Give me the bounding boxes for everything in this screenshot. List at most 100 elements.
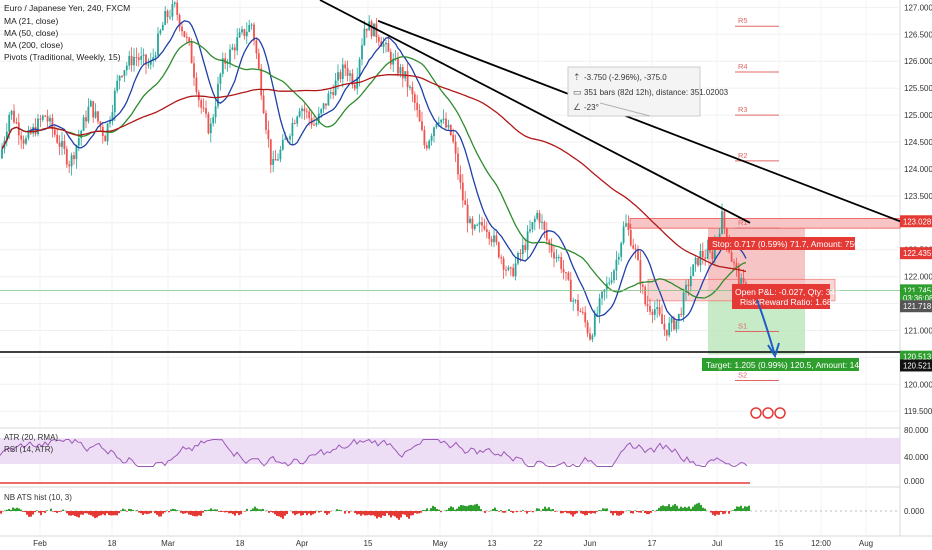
time-tick-2: Mar [161, 539, 175, 548]
hist-bar [552, 509, 554, 511]
hist-bar [82, 511, 84, 515]
ma50-line [1, 41, 747, 299]
event-icon-2[interactable] [762, 407, 774, 419]
candle-body [507, 267, 510, 270]
candle-body [185, 36, 188, 38]
hist-bar [550, 509, 552, 511]
hist-bar [372, 511, 374, 516]
hist-bar [292, 511, 294, 514]
hist-bar [484, 511, 486, 513]
hist-bar [740, 505, 742, 511]
measure-tool-box[interactable]: ⇡ -3.750 (-2.96%), -375.0 ▭ 351 bars (82… [567, 66, 729, 117]
legend-pivots: Pivots (Traditional, Weekly, 15) [4, 52, 121, 62]
candle-body [485, 229, 488, 233]
target-label-bg [702, 358, 859, 371]
candle-body [128, 55, 131, 66]
candle-body [63, 140, 66, 149]
candle-body [305, 111, 308, 113]
hist-bar [644, 511, 646, 514]
price-tick-0: 127.000 [904, 3, 932, 12]
candle-body [123, 70, 126, 77]
candle-body [298, 111, 301, 117]
candle-body [478, 222, 481, 225]
event-icon-1[interactable] [750, 407, 762, 419]
candle-body [68, 164, 71, 167]
candle-body [466, 204, 469, 224]
hist-bar [440, 511, 442, 513]
hist-bar [404, 511, 406, 515]
hist-bar [470, 504, 472, 511]
hist-bar [738, 506, 740, 511]
hist-bar [306, 511, 308, 516]
candle-body [397, 58, 399, 74]
target-label-text: Target: 1.205 (0.99%) 120.5, Amount: 141… [706, 360, 881, 370]
rsi-band [0, 438, 900, 464]
trendline-steep[interactable] [319, 0, 751, 224]
candle-body [687, 284, 690, 287]
candle-body [377, 37, 380, 42]
price-badge-text-0: 123.028 [903, 217, 931, 226]
candle-body [555, 257, 558, 259]
price-badge-text-1: 122.435 [903, 249, 932, 258]
candle-body [531, 222, 534, 230]
candle-body [135, 56, 138, 58]
hist-bar [200, 511, 202, 516]
candle-body [142, 54, 145, 56]
candle-body [533, 218, 536, 223]
hist-bar [746, 506, 748, 511]
candle-body [133, 56, 135, 66]
candle-body [685, 284, 687, 293]
hist-bar [42, 511, 44, 513]
candle-body [577, 300, 579, 312]
candle-body [34, 126, 37, 135]
hist-bar [638, 511, 640, 513]
hist-bar [54, 511, 56, 513]
candle-body [370, 21, 373, 37]
price-badge-text-3: 03:36:08 [903, 294, 932, 303]
hist-bar [710, 511, 712, 513]
price-badge-0 [900, 215, 932, 228]
time-axis[interactable]: Feb 18 Mar 18 Apr 15 May 13 22 Jun 17 Jul 15 12:00 Aug [33, 539, 873, 548]
hist-bar [438, 509, 440, 511]
hist-bar [258, 509, 260, 511]
hist-bar [328, 511, 330, 514]
pivot-label-R4: R4 [738, 62, 748, 71]
candle-body [22, 139, 25, 144]
event-icon-3[interactable] [774, 407, 786, 419]
candle-body [301, 108, 303, 112]
atr-label: ATR (20, RMA) [4, 433, 58, 442]
arrow-head [767, 342, 780, 359]
hist-bar [4, 510, 6, 511]
hist-bar [36, 510, 38, 511]
candle-body [524, 245, 527, 250]
candle-body [77, 138, 80, 146]
candle-body [509, 267, 512, 269]
hist-bar [734, 508, 736, 511]
trendline-shallow[interactable] [377, 20, 901, 223]
hist-bar [454, 509, 456, 511]
candle-body [257, 53, 260, 69]
measure-box-frame [567, 66, 701, 117]
hist-bar [574, 511, 576, 515]
hist-bar [122, 508, 124, 511]
hist-bar [260, 509, 262, 511]
candle-body [349, 73, 351, 76]
time-tick-12: 15 [775, 539, 784, 548]
hist-bar [30, 511, 32, 517]
price-axis[interactable]: 127.000 126.500 126.000 125.500 125.000 124.5… [900, 3, 932, 416]
candle-body [656, 307, 659, 310]
hist-bar [700, 504, 702, 511]
hist-bar [398, 511, 400, 520]
event-icons[interactable] [750, 407, 786, 419]
candle-body [713, 243, 716, 259]
candle-body [737, 267, 740, 285]
candle-body [562, 269, 565, 273]
hist-bar [252, 508, 254, 511]
hist-bar [536, 508, 538, 511]
hist-bar [68, 511, 70, 516]
hist-bar [110, 511, 112, 516]
hist-bar [704, 508, 706, 511]
candle-body [37, 118, 39, 135]
hist-bar [286, 511, 288, 515]
